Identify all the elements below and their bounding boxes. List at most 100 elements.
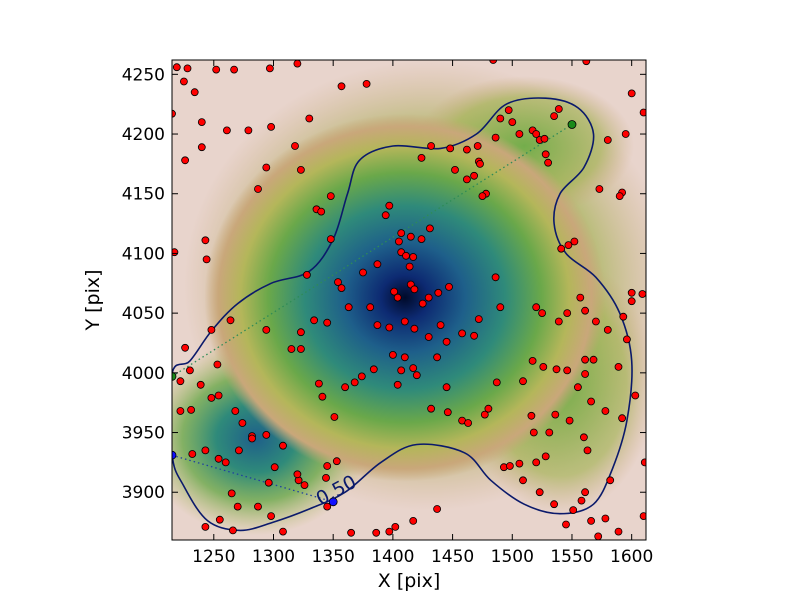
data-point: [496, 114, 505, 123]
x-tick-label: 1300: [252, 547, 295, 567]
y-tick-label: 3950: [122, 424, 165, 444]
data-point: [470, 171, 479, 180]
guide-line: [172, 454, 334, 503]
y-tick-label: 4000: [122, 364, 165, 384]
data-points: [172, 60, 646, 540]
data-point: [244, 126, 253, 135]
data-point: [176, 377, 185, 386]
data-point: [417, 235, 426, 244]
data-point: [554, 317, 563, 326]
data-point: [409, 517, 418, 525]
data-point: [462, 175, 471, 184]
data-point: [314, 379, 323, 388]
data-point: [318, 392, 327, 401]
plot-area: [172, 60, 646, 540]
data-point: [551, 410, 560, 419]
data-point: [458, 329, 467, 338]
data-point: [581, 306, 589, 315]
guide-endpoint: [172, 450, 177, 460]
data-point: [528, 356, 537, 365]
data-point: [341, 383, 350, 392]
data-point: [535, 488, 544, 497]
data-point: [381, 211, 390, 220]
data-point: [326, 192, 335, 201]
data-point: [491, 133, 500, 142]
data-point: [362, 80, 371, 88]
data-point: [296, 345, 305, 353]
y-axis-label: Y [pix]: [82, 269, 104, 331]
data-point: [369, 365, 378, 374]
data-point: [233, 502, 242, 511]
data-point: [334, 278, 342, 287]
data-point: [589, 355, 598, 364]
data-point: [347, 528, 356, 537]
data-point: [234, 446, 243, 455]
data-point: [427, 142, 436, 150]
data-point: [357, 372, 366, 381]
data-point: [406, 232, 415, 241]
data-point: [310, 316, 319, 325]
data-point: [262, 325, 271, 334]
data-point: [305, 114, 314, 123]
y-tick-label: 4200: [122, 125, 165, 145]
data-point: [433, 505, 442, 513]
data-point: [563, 366, 572, 375]
data-point: [410, 324, 419, 333]
data-point: [587, 517, 595, 525]
data-point: [581, 355, 589, 364]
data-point: [443, 408, 452, 417]
data-point: [400, 317, 409, 326]
data-point: [254, 185, 262, 193]
guide-endpoint: [172, 372, 177, 381]
data-point: [627, 288, 636, 297]
data-point: [519, 377, 527, 386]
data-point: [473, 142, 482, 150]
data-point: [478, 192, 487, 201]
data-point: [581, 488, 589, 497]
data-point: [464, 419, 473, 427]
data-point: [504, 106, 513, 114]
data-point: [474, 315, 483, 324]
data-point: [434, 288, 443, 297]
data-point: [529, 428, 538, 437]
data-point: [187, 405, 196, 414]
data-point: [322, 473, 330, 482]
x-tick-label: 1600: [610, 547, 653, 567]
data-point: [296, 165, 305, 174]
data-point: [248, 434, 256, 443]
data-point: [201, 236, 210, 245]
data-point: [291, 142, 299, 150]
data-point: [372, 528, 381, 537]
guide-lines: [172, 123, 573, 503]
data-point: [197, 118, 206, 126]
data-point: [172, 109, 176, 118]
data-point: [410, 285, 419, 294]
data-point: [402, 251, 410, 260]
data-point: [515, 459, 524, 468]
data-point: [562, 520, 570, 529]
data-point: [532, 458, 541, 467]
guide-endpoints: [172, 120, 577, 507]
data-point: [446, 144, 455, 153]
data-point: [424, 333, 433, 341]
data-point: [442, 337, 451, 346]
x-axis-label: X [pix]: [378, 570, 440, 592]
data-point: [424, 293, 433, 302]
data-point: [614, 527, 623, 536]
data-point: [391, 523, 400, 531]
data-point: [201, 446, 210, 455]
data-point: [388, 350, 397, 359]
data-point: [183, 64, 192, 73]
data-point: [337, 284, 346, 293]
plot-frame: [171, 59, 647, 541]
data-point: [557, 244, 566, 253]
data-point: [238, 419, 247, 427]
data-point: [582, 60, 591, 66]
data-point: [595, 185, 604, 193]
data-point: [207, 325, 216, 334]
data-point: [442, 383, 451, 392]
data-point: [418, 299, 427, 308]
data-point: [172, 63, 181, 72]
